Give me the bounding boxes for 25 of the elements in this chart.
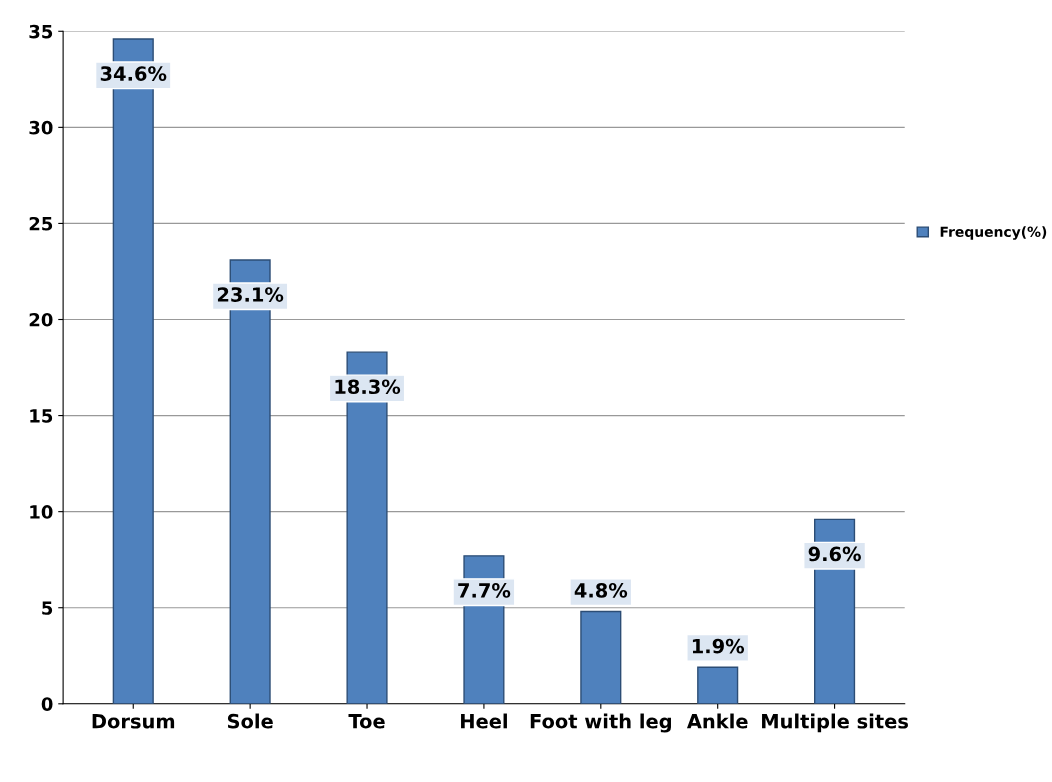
y-tick-label: 0 bbox=[41, 697, 53, 711]
y-tick-label: 30 bbox=[29, 120, 53, 135]
y-tick-label: 25 bbox=[29, 216, 53, 231]
data-label: 23.1% bbox=[217, 287, 284, 302]
x-tick-label: Sole bbox=[227, 713, 273, 729]
x-tick-label: Foot with leg bbox=[530, 713, 671, 733]
bar bbox=[697, 666, 739, 704]
data-label: 1.9% bbox=[692, 638, 745, 654]
data-label: 18.3% bbox=[335, 379, 401, 395]
bar bbox=[580, 610, 622, 704]
y-tick-label: 35 bbox=[29, 24, 53, 39]
y-tick-label: 15 bbox=[30, 409, 53, 423]
data-label: 34.6% bbox=[100, 66, 167, 81]
x-tick-label: Ankle bbox=[686, 713, 748, 729]
data-label: 7.7% bbox=[458, 583, 511, 598]
legend-label: Frequency(%) bbox=[940, 226, 1047, 240]
data-label: 4.8% bbox=[574, 583, 628, 598]
y-tick-label: 20 bbox=[29, 312, 53, 327]
data-label: 9.6% bbox=[808, 546, 861, 562]
y-tick-label: 5 bbox=[42, 601, 53, 615]
x-tick-label: Dorsum bbox=[92, 714, 175, 729]
x-tick-label: Multiple sites bbox=[762, 713, 908, 733]
x-tick-label: Heel bbox=[461, 713, 507, 729]
y-tick-label: 10 bbox=[30, 505, 53, 519]
x-tick-label: Toe bbox=[348, 714, 385, 729]
